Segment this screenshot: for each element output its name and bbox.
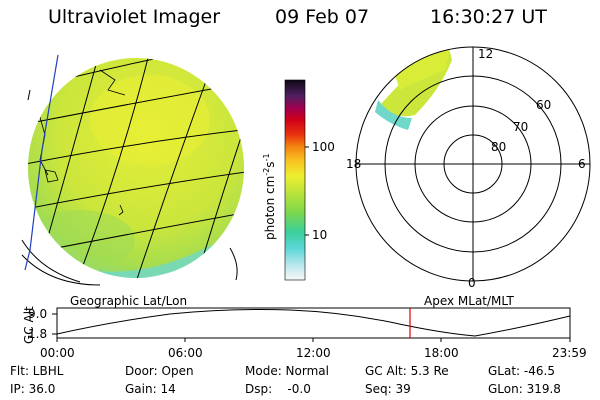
- gc-alt-info: GC Alt: 5.3 Re: [365, 364, 449, 378]
- earth-disk-image: [21, 54, 244, 286]
- observation-time: 16:30:27 UT: [430, 6, 547, 28]
- mlt-label-0: 0: [468, 276, 476, 290]
- gc-altitude-timeline: [52, 307, 571, 342]
- sequence-info: Seq: 39: [365, 382, 411, 396]
- mlat-label-60: 60: [536, 98, 552, 112]
- gc-alt-max: 9.0: [28, 307, 48, 321]
- colorbar-unit-label: photon cm-2s-1: [262, 153, 277, 240]
- time-tick-1800: 18:00: [424, 346, 459, 360]
- colorbar-tick-10: 10: [312, 228, 328, 242]
- instrument-title: Ultraviolet Imager: [48, 6, 221, 28]
- mlt-label-12: 12: [478, 47, 494, 61]
- time-tick-1200: 12:00: [296, 346, 331, 360]
- mode-info: Mode: Normal: [245, 364, 329, 378]
- mlat-label-80: 80: [491, 140, 507, 154]
- filter-info: Flt: LBHL: [10, 364, 64, 378]
- time-tick-0600: 06:00: [168, 346, 203, 360]
- geographic-projection-label: Geographic Lat/Lon: [70, 294, 188, 308]
- time-tick-2359: 23:59: [552, 346, 587, 360]
- mlt-label-6: 6: [578, 157, 586, 171]
- mlt-label-18: 18: [346, 157, 362, 171]
- door-info: Door: Open: [125, 364, 194, 378]
- gc-alt-min: 1.8: [28, 327, 48, 341]
- observation-date: 09 Feb 07: [275, 6, 370, 28]
- polar-mlt-plot: [355, 46, 591, 282]
- ip-info: IP: 36.0: [10, 382, 56, 396]
- mlat-label-70: 70: [513, 120, 529, 134]
- apex-projection-label: Apex MLat/MLT: [424, 294, 514, 308]
- time-tick-0000: 00:00: [40, 346, 75, 360]
- gain-info: Gain: 14: [125, 382, 176, 396]
- glon-info: GLon: 319.8: [488, 382, 561, 396]
- color-scale-bar: [284, 79, 309, 281]
- dsp-info: Dsp: -0.0: [245, 382, 311, 396]
- colorbar-tick-100: 100: [312, 140, 335, 154]
- glat-info: GLat: -46.5: [488, 364, 555, 378]
